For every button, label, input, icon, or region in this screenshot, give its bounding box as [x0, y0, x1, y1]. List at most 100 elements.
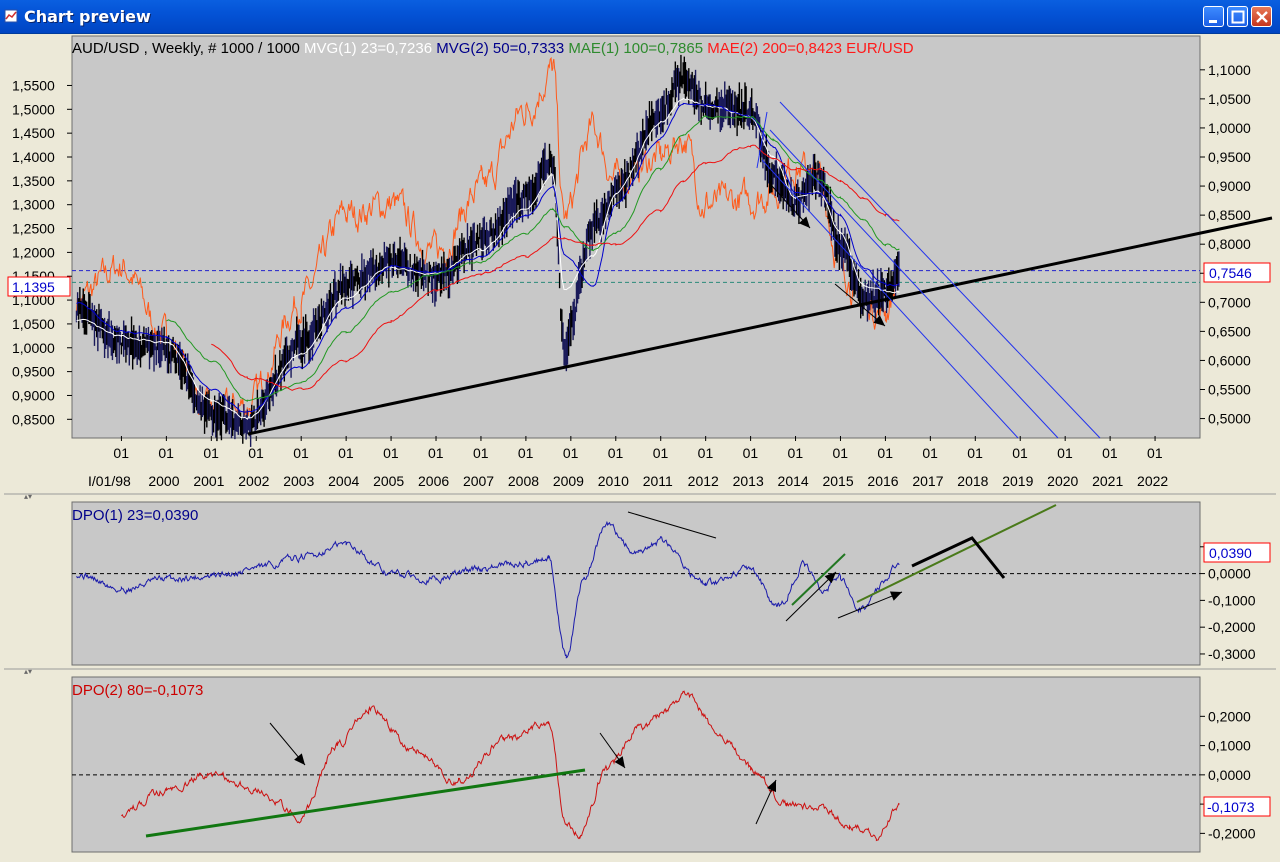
x-year-label: 2022 [1137, 473, 1168, 489]
channel-line-upper [779, 101, 1101, 439]
x-month-label: 01 [338, 445, 354, 461]
minimize-icon [1209, 20, 1217, 23]
dpo1-plot-area[interactable] [71, 501, 1201, 666]
right-tick-label: 0,7000 [1208, 294, 1251, 310]
series-mae-1-100 [166, 114, 900, 402]
right-tick-label: 0,9500 [1208, 149, 1251, 165]
main-header-part-0: AUD/USD , Weekly, # 1000 / 1000 [72, 40, 300, 57]
maximize-icon [1231, 10, 1245, 24]
x-year-label: 2000 [148, 473, 179, 489]
long-trendline [247, 216, 1273, 436]
right-tick-label: 0,6500 [1208, 323, 1251, 339]
left-tick-label: 1,4500 [12, 125, 55, 141]
right-tick-label: 1,1000 [1208, 62, 1251, 78]
left-tick-label: 1,4000 [12, 149, 55, 165]
dpo1-annotations [627, 504, 1057, 622]
svg-text:0,7546: 0,7546 [1209, 265, 1252, 281]
x-month-label: 01 [698, 445, 714, 461]
x-month-label: 01 [383, 445, 399, 461]
x-year-label: 2003 [283, 473, 314, 489]
x-year-label: 2020 [1047, 473, 1078, 489]
series-mvg-2-50 [76, 102, 900, 413]
x-year-label: 2010 [598, 473, 629, 489]
dpo1-trendline-top [627, 511, 717, 539]
dpo2-tick-label: -0,2000 [1208, 825, 1256, 841]
x-month-label: 01 [158, 445, 174, 461]
dpo1-arrow-2-head [889, 591, 902, 601]
main-header-part-1: MVG(1) 23=0,7236 [300, 40, 432, 57]
dpo1-arrow-1-head [824, 572, 836, 584]
dpo1-tick-label: -0,1000 [1208, 592, 1256, 608]
window-title: Chart preview [24, 7, 151, 26]
dpo2-arrow-2-head [614, 756, 625, 768]
dpo1-series [76, 521, 900, 659]
dpo2-arrow-3-head [766, 780, 776, 793]
app-icon [4, 9, 18, 23]
left-tick-label: 1,5500 [12, 77, 55, 93]
left-tick-label: 0,8500 [12, 411, 55, 427]
right-tick-label: 0,8500 [1208, 207, 1251, 223]
x-year-label: 2021 [1092, 473, 1123, 489]
left-tick-label: 1,3000 [12, 197, 55, 213]
main-header-part-2: MVG(2) 50=0,7333 [432, 40, 564, 57]
dpo2-header: DPO(2) 80=-0,1073 [72, 682, 203, 699]
right-tick-label: 1,0500 [1208, 91, 1251, 107]
x-year-label: 2007 [463, 473, 494, 489]
x-month-label: 01 [113, 445, 129, 461]
svg-text:▴▾: ▴▾ [24, 492, 32, 501]
series-mae-2-200 [211, 144, 900, 391]
main-plot-area[interactable] [71, 35, 1201, 439]
close-button[interactable] [1251, 6, 1272, 27]
x-month-label: 01 [1057, 445, 1073, 461]
main-header: AUD/USD , Weekly, # 1000 / 1000 MVG(1) 2… [72, 40, 914, 57]
main-annotations [247, 101, 1273, 439]
x-year-label: 2014 [778, 473, 809, 489]
main-axes: 1,1000 1,0500 1,0000 0,9500 0,9000 0,8500 0,80… [12, 62, 1251, 489]
x-month-label: 01 [608, 445, 624, 461]
dpo1-tick-label: -0,2000 [1208, 619, 1256, 635]
dpo1-arrow-1 [785, 571, 837, 622]
dpo2-plot-area[interactable] [71, 676, 1201, 853]
minimize-button[interactable] [1203, 6, 1224, 27]
main-series [75, 54, 900, 447]
x-month-label: 01 [922, 445, 938, 461]
x-month-label: 01 [1147, 445, 1163, 461]
dpo1-arrow-2 [837, 591, 903, 619]
x-month-label: 01 [967, 445, 983, 461]
dpo2-tick-label: 0,0000 [1208, 767, 1251, 783]
x-year-label: 2018 [957, 473, 988, 489]
x-month-label: 01 [743, 445, 759, 461]
dpo2-annotations [145, 722, 777, 838]
x-month-label: 01 [832, 445, 848, 461]
x-year-label: 2012 [688, 473, 719, 489]
x-month-label: 01 [293, 445, 309, 461]
x-month-label: 01 [1102, 445, 1118, 461]
window-titlebar[interactable]: Chart preview [0, 0, 1280, 34]
dpo1-tick-label: 0,0000 [1208, 566, 1251, 582]
x-year-label: 2019 [1002, 473, 1033, 489]
left-tick-label: 1,5000 [12, 101, 55, 117]
x-year-label: 2004 [328, 473, 359, 489]
series-dpo1 [76, 521, 900, 659]
x-year-label: 2013 [733, 473, 764, 489]
svg-text:-0,1073: -0,1073 [1207, 799, 1255, 815]
main-header-part-5: EUR/USD [842, 40, 914, 57]
svg-text:▴▾: ▴▾ [24, 667, 32, 676]
x-month-label: 01 [563, 445, 579, 461]
splitter-top[interactable]: ▴▾ [4, 492, 1276, 501]
splitter-bottom[interactable]: ▴▾ [4, 667, 1276, 676]
left-tick-label: 1,2500 [12, 221, 55, 237]
dpo2-tick-label: 0,1000 [1208, 738, 1251, 754]
x-year-first-label: I/01/98 [88, 473, 131, 489]
main-header-part-4: MAE(2) 200=0,8423 [703, 40, 842, 57]
x-year-label: 2009 [553, 473, 584, 489]
dpo1-green-line-1 [791, 553, 846, 606]
x-month-label: 01 [653, 445, 669, 461]
dpo2-value-badge: -0,1073 [1203, 796, 1271, 817]
x-month-label: 01 [877, 445, 893, 461]
maximize-button[interactable] [1227, 6, 1248, 27]
right-tick-label: 0,5500 [1208, 382, 1251, 398]
dpo2-tick-label: 0,2000 [1208, 708, 1251, 724]
right-tick-label: 0,5000 [1208, 411, 1251, 427]
